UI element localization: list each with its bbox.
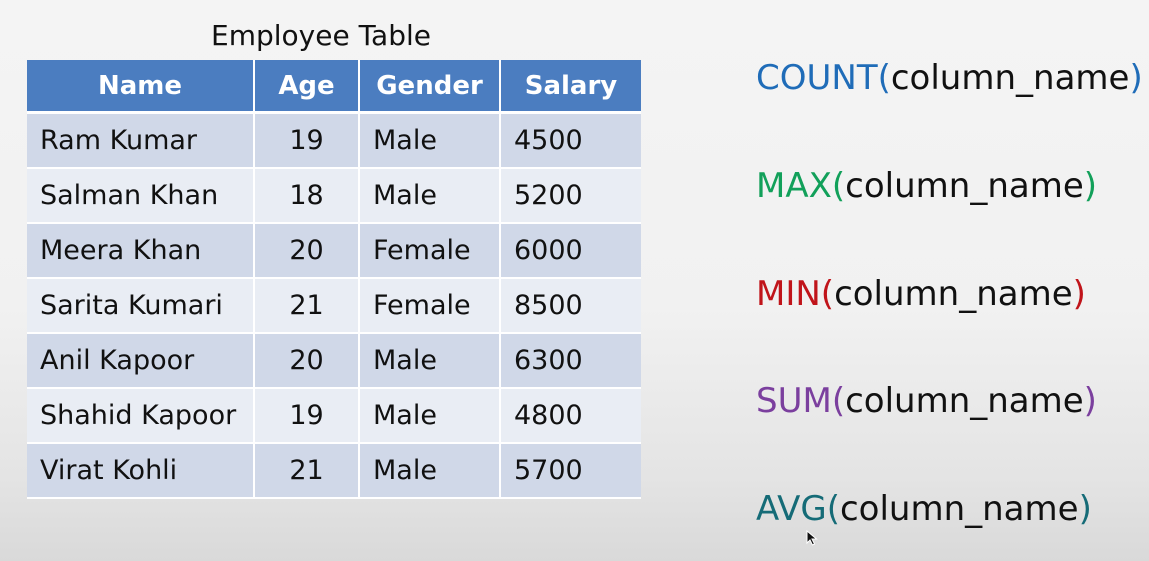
cell-name: Meera Khan (27, 223, 255, 279)
open-paren: ( (831, 381, 846, 421)
function-argument: column_name (890, 58, 1130, 98)
function-count: COUNT(column_name) (756, 58, 1143, 98)
cell-salary: 4500 (500, 112, 641, 169)
function-name: COUNT (756, 58, 878, 98)
cell-gender: Male (359, 168, 501, 224)
function-sum: SUM(column_name) (756, 381, 1097, 421)
table-row: Ram Kumar 19 Male 4500 (27, 112, 641, 169)
column-header-name: Name (27, 60, 255, 114)
column-header-gender: Gender (359, 60, 501, 114)
table-row: Salman Khan 18 Male 5200 (27, 168, 641, 224)
cell-salary: 5700 (500, 443, 641, 499)
table-row: Meera Khan 20 Female 6000 (27, 223, 641, 279)
close-paren: ) (1072, 274, 1086, 314)
function-argument: column_name (834, 274, 1073, 314)
cell-name: Virat Kohli (27, 443, 255, 499)
cell-name: Sarita Kumari (27, 278, 255, 334)
cell-salary: 6000 (500, 223, 641, 279)
cell-age: 21 (254, 443, 360, 499)
function-argument: column_name (845, 381, 1084, 421)
cell-gender: Male (359, 388, 501, 444)
open-paren: ( (877, 58, 891, 98)
table-row: Virat Kohli 21 Male 5700 (27, 443, 641, 499)
function-name: MAX (756, 166, 832, 206)
cell-age: 18 (254, 168, 360, 224)
cell-salary: 6300 (500, 333, 641, 389)
close-paren: ) (1078, 489, 1092, 529)
function-argument: column_name (845, 166, 1084, 206)
cell-name: Shahid Kapoor (27, 388, 255, 444)
open-paren: ( (831, 166, 846, 206)
close-paren: ) (1083, 381, 1097, 421)
function-avg: AVG(column_name) (756, 489, 1092, 529)
table-header-row: Name Age Gender Salary (27, 60, 641, 114)
table-row: Sarita Kumari 21 Female 8500 (27, 278, 641, 334)
table-row: Anil Kapoor 20 Male 6300 (27, 333, 641, 389)
function-argument: column_name (839, 489, 1079, 529)
cell-gender: Female (359, 278, 501, 334)
cell-name: Salman Khan (27, 168, 255, 224)
mouse-pointer-icon (806, 530, 818, 546)
cell-salary: 4800 (500, 388, 641, 444)
close-paren: ) (1129, 58, 1143, 98)
function-name: AVG (756, 489, 827, 529)
open-paren: ( (826, 489, 840, 529)
function-min: MIN(column_name) (756, 274, 1086, 314)
cell-name: Anil Kapoor (27, 333, 255, 389)
cell-age: 20 (254, 223, 360, 279)
column-header-age: Age (254, 60, 360, 114)
cell-gender: Male (359, 112, 501, 169)
cell-gender: Female (359, 223, 501, 279)
cell-gender: Male (359, 333, 501, 389)
cell-age: 20 (254, 333, 360, 389)
column-header-salary: Salary (500, 60, 641, 114)
function-name: MIN (756, 274, 821, 314)
table-title: Employee Table (211, 19, 431, 52)
table-row: Shahid Kapoor 19 Male 4800 (27, 388, 641, 444)
cell-salary: 5200 (500, 168, 641, 224)
cell-salary: 8500 (500, 278, 641, 334)
cell-name: Ram Kumar (27, 112, 255, 169)
employee-table: Name Age Gender Salary Ram Kumar 19 Male… (27, 60, 641, 499)
close-paren: ) (1083, 166, 1098, 206)
open-paren: ( (820, 274, 835, 314)
cell-age: 19 (254, 388, 360, 444)
cell-gender: Male (359, 443, 501, 499)
cell-age: 21 (254, 278, 360, 334)
cell-age: 19 (254, 112, 360, 169)
function-max: MAX(column_name) (756, 166, 1097, 206)
function-name: SUM (756, 381, 832, 421)
